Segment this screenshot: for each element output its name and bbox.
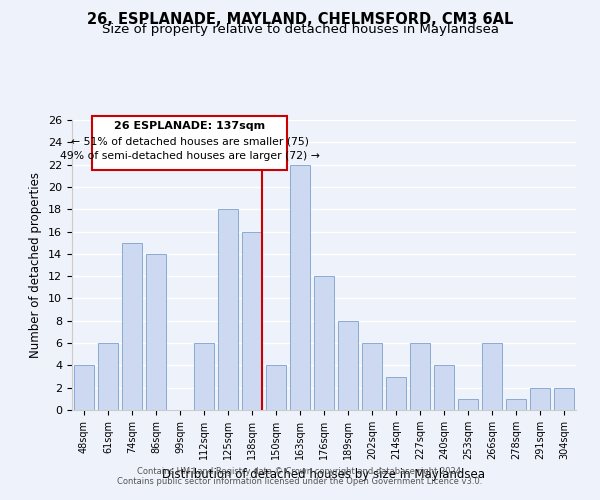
Bar xyxy=(506,399,526,410)
Y-axis label: Number of detached properties: Number of detached properties xyxy=(29,172,43,358)
Bar xyxy=(338,321,358,410)
Bar xyxy=(74,366,94,410)
Bar xyxy=(554,388,574,410)
Bar xyxy=(458,399,478,410)
Bar xyxy=(146,254,166,410)
Bar xyxy=(482,343,502,410)
Bar xyxy=(434,366,454,410)
Bar xyxy=(314,276,334,410)
Text: Contains HM Land Registry data © Crown copyright and database right 2024.: Contains HM Land Registry data © Crown c… xyxy=(137,467,463,476)
Text: Size of property relative to detached houses in Maylandsea: Size of property relative to detached ho… xyxy=(101,22,499,36)
Text: ← 51% of detached houses are smaller (75): ← 51% of detached houses are smaller (75… xyxy=(71,136,308,146)
Bar xyxy=(266,366,286,410)
Bar xyxy=(122,242,142,410)
Text: 49% of semi-detached houses are larger (72) →: 49% of semi-detached houses are larger (… xyxy=(59,150,320,160)
Text: Contains public sector information licensed under the Open Government Licence v3: Contains public sector information licen… xyxy=(118,477,482,486)
Bar xyxy=(530,388,550,410)
Bar xyxy=(98,343,118,410)
FancyBboxPatch shape xyxy=(92,116,287,170)
X-axis label: Distribution of detached houses by size in Maylandsea: Distribution of detached houses by size … xyxy=(163,468,485,480)
Text: 26, ESPLANADE, MAYLAND, CHELMSFORD, CM3 6AL: 26, ESPLANADE, MAYLAND, CHELMSFORD, CM3 … xyxy=(87,12,513,28)
Bar xyxy=(410,343,430,410)
Bar xyxy=(194,343,214,410)
Bar xyxy=(242,232,262,410)
Bar xyxy=(362,343,382,410)
Text: 26 ESPLANADE: 137sqm: 26 ESPLANADE: 137sqm xyxy=(114,120,265,130)
Bar xyxy=(290,164,310,410)
Bar xyxy=(218,209,238,410)
Bar xyxy=(386,376,406,410)
